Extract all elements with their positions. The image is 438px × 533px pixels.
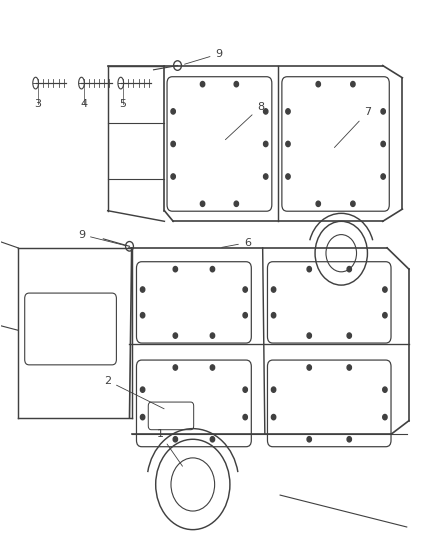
Circle shape [286, 141, 290, 147]
Circle shape [210, 365, 215, 370]
Circle shape [173, 365, 177, 370]
Circle shape [381, 109, 385, 114]
Circle shape [234, 82, 239, 87]
Circle shape [171, 174, 175, 179]
Text: 8: 8 [226, 102, 264, 140]
Circle shape [210, 437, 215, 442]
Circle shape [272, 387, 276, 392]
Text: 4: 4 [80, 99, 87, 109]
Circle shape [347, 437, 351, 442]
Circle shape [264, 141, 268, 147]
Circle shape [316, 201, 321, 206]
Circle shape [243, 387, 247, 392]
Circle shape [243, 312, 247, 318]
Circle shape [141, 312, 145, 318]
Text: 2: 2 [104, 376, 164, 409]
Circle shape [347, 365, 351, 370]
Circle shape [307, 266, 311, 272]
Circle shape [200, 82, 205, 87]
Circle shape [173, 266, 177, 272]
Circle shape [347, 266, 351, 272]
Circle shape [171, 141, 175, 147]
Circle shape [234, 201, 239, 206]
Circle shape [307, 365, 311, 370]
Circle shape [316, 82, 321, 87]
Circle shape [383, 312, 387, 318]
Circle shape [171, 109, 175, 114]
Circle shape [381, 174, 385, 179]
Circle shape [347, 333, 351, 338]
Circle shape [272, 312, 276, 318]
Text: 5: 5 [120, 99, 127, 109]
Circle shape [383, 287, 387, 292]
Circle shape [243, 287, 247, 292]
Circle shape [173, 437, 177, 442]
Circle shape [272, 287, 276, 292]
Circle shape [351, 201, 355, 206]
Circle shape [383, 415, 387, 420]
Circle shape [286, 109, 290, 114]
Text: 7: 7 [335, 107, 371, 148]
Text: 1: 1 [156, 429, 183, 466]
Circle shape [381, 141, 385, 147]
Text: 9: 9 [184, 49, 223, 64]
Text: 6: 6 [222, 238, 251, 247]
Text: 9: 9 [78, 230, 126, 246]
Circle shape [307, 437, 311, 442]
Circle shape [210, 266, 215, 272]
Circle shape [264, 109, 268, 114]
Circle shape [173, 333, 177, 338]
Circle shape [351, 82, 355, 87]
Circle shape [272, 415, 276, 420]
Circle shape [141, 387, 145, 392]
Circle shape [264, 174, 268, 179]
Text: 3: 3 [34, 99, 41, 109]
Circle shape [286, 174, 290, 179]
Circle shape [141, 287, 145, 292]
Circle shape [383, 387, 387, 392]
Circle shape [200, 201, 205, 206]
Circle shape [307, 333, 311, 338]
Circle shape [141, 415, 145, 420]
Circle shape [210, 333, 215, 338]
Circle shape [243, 415, 247, 420]
